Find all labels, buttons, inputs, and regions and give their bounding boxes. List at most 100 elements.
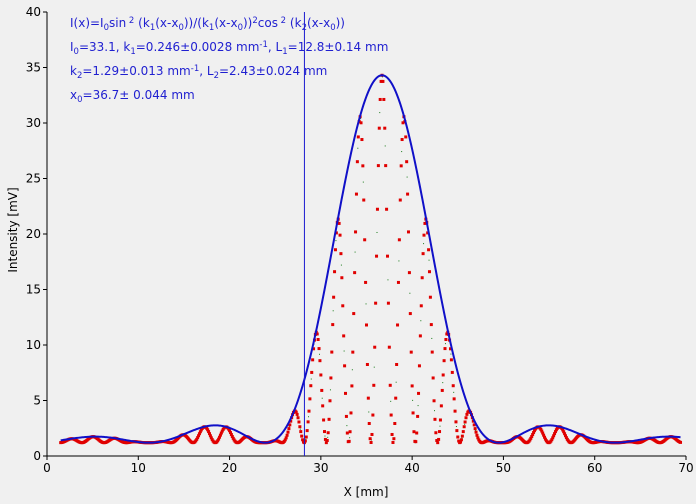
measured-point (374, 301, 378, 305)
measured-point (206, 428, 210, 432)
measured-point (436, 441, 440, 445)
measured-point (463, 420, 467, 424)
measured-point (344, 414, 348, 418)
measured-point (371, 413, 375, 417)
measured-point (406, 230, 410, 234)
measured-point (561, 428, 565, 432)
measured-point (353, 271, 357, 275)
measured-point (333, 248, 337, 252)
measured-point (294, 410, 298, 414)
measured-point (422, 233, 426, 237)
measured-point (311, 358, 315, 362)
measured-point (401, 121, 405, 125)
measured-point (377, 126, 381, 130)
measured-point (462, 425, 466, 429)
measured-point (352, 312, 356, 316)
measured-point (382, 97, 386, 101)
fit-point (310, 378, 312, 380)
fit-point (444, 343, 446, 345)
measured-point (384, 164, 388, 168)
fit-point (324, 435, 326, 437)
fit-point (340, 264, 342, 266)
measured-point (324, 441, 328, 445)
measured-point (231, 436, 235, 440)
fit-params-line-2: k2=1.29±0.013 mm-1, L2=2.43±0.024 mm (70, 64, 327, 81)
measured-point (351, 350, 355, 354)
measured-point (553, 432, 557, 436)
measured-point (532, 429, 536, 433)
measured-point (198, 430, 202, 434)
measured-point (404, 135, 408, 139)
measured-point (289, 419, 293, 423)
measured-point (471, 419, 475, 423)
measured-point (449, 358, 453, 362)
fit-point (401, 151, 403, 153)
measured-point (307, 409, 311, 413)
measured-point (318, 359, 322, 363)
measured-point (385, 254, 389, 258)
fit-point (417, 405, 419, 407)
measured-point (288, 423, 292, 427)
measured-point (332, 295, 336, 299)
measured-point (392, 437, 396, 441)
y-tick-label: 10 (26, 338, 41, 352)
fit-point (349, 437, 351, 439)
measured-point (455, 429, 459, 433)
measured-point (365, 323, 368, 327)
fit-point (442, 382, 444, 384)
fit-point (288, 426, 290, 428)
measured-point (323, 430, 327, 434)
measured-point (461, 430, 465, 434)
x-tick-label: 40 (405, 461, 420, 475)
fit-point (461, 437, 463, 439)
fit-point (453, 391, 455, 393)
measured-point (295, 412, 299, 416)
fit-point (379, 112, 381, 114)
measured-point (408, 312, 412, 316)
fit-point (431, 337, 433, 339)
measured-point (329, 376, 333, 380)
measured-point (433, 417, 437, 421)
measured-point (437, 437, 441, 441)
measured-point (331, 323, 335, 327)
measured-point (317, 347, 321, 351)
measured-point (355, 160, 359, 164)
envelope-line (60, 74, 681, 444)
x-axis-label: X [mm] (344, 485, 389, 499)
fit-params-line-3: x0=36.7± 0.044 mm (70, 88, 195, 105)
measured-point (418, 334, 422, 338)
measured-point (217, 437, 221, 441)
measured-point (417, 391, 421, 395)
measured-point (438, 430, 442, 434)
measured-point (327, 417, 331, 421)
measured-point (416, 414, 420, 418)
fit-point (455, 426, 457, 428)
measured-point (342, 334, 346, 338)
y-tick-label: 5 (33, 394, 41, 408)
measured-point (443, 347, 447, 351)
measured-point (304, 435, 308, 439)
measured-point (208, 434, 212, 438)
measured-point (230, 435, 234, 439)
measured-point (310, 370, 314, 374)
measured-point (541, 431, 545, 435)
measured-point (428, 295, 432, 299)
fit-point (362, 181, 364, 183)
measured-point (417, 364, 421, 368)
measured-point (320, 388, 324, 392)
y-tick-label: 30 (26, 116, 41, 130)
measured-point (340, 276, 344, 280)
measured-point (197, 434, 201, 438)
measured-point (328, 399, 332, 403)
measured-point (464, 416, 468, 420)
measured-point (386, 301, 390, 305)
fit-point (373, 366, 375, 368)
measured-point (430, 350, 434, 354)
measured-point (229, 433, 233, 437)
measured-point (220, 429, 224, 433)
measured-point (459, 440, 463, 444)
measured-point (345, 431, 349, 435)
y-tick-label: 35 (26, 61, 41, 75)
y-tick-label: 15 (26, 283, 41, 297)
fit-point (381, 76, 383, 78)
